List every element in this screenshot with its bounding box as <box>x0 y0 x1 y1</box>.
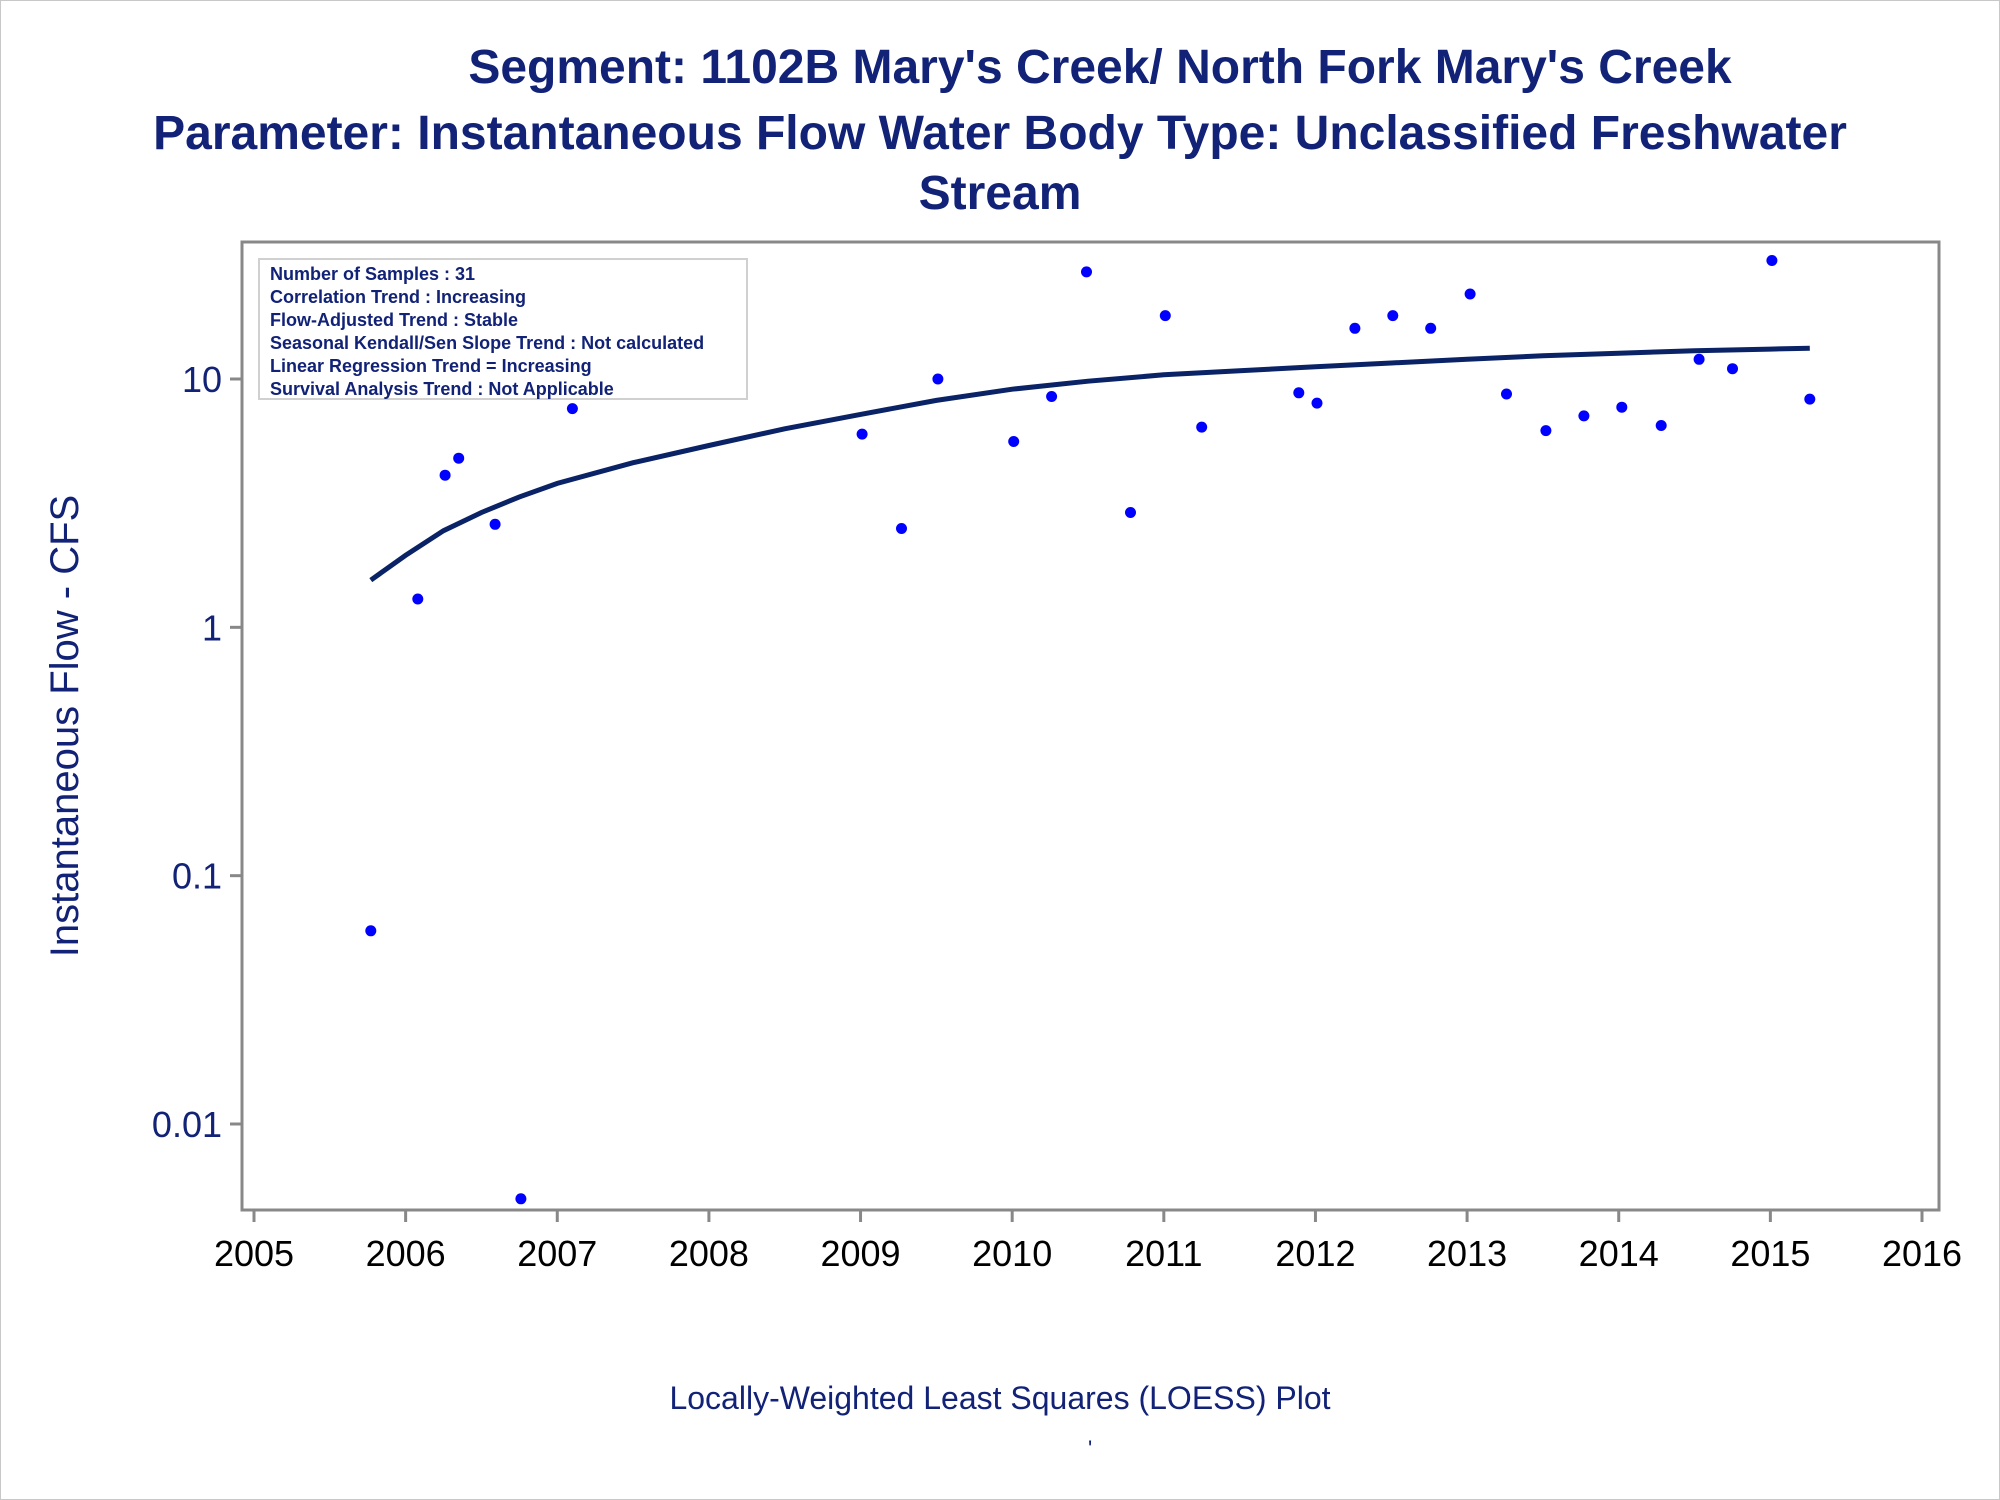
x-tick-label: 2012 <box>1275 1233 1355 1274</box>
data-point <box>1727 363 1738 375</box>
loess-curve <box>369 345 1810 583</box>
data-point <box>1464 288 1476 300</box>
data-point <box>1693 353 1705 365</box>
x-tick-label: 2008 <box>669 1233 749 1274</box>
data-point <box>1578 410 1590 422</box>
data-point <box>453 452 465 464</box>
y-tick-label: 0.01 <box>152 1104 222 1145</box>
footnote: Locally-Weighted Least Squares (LOESS) P… <box>669 1380 1331 1416</box>
data-points <box>365 255 1816 1205</box>
data-point <box>566 403 578 415</box>
data-point <box>1425 322 1437 334</box>
x-axis: 2005 2006 2007 2008 2009 2010 2011 2012 2013 2014… <box>214 1210 1962 1274</box>
chart-title: Segment: 1102B Mary's Creek/ North Fork … <box>468 41 1732 94</box>
data-point <box>365 925 377 937</box>
data-point <box>1387 310 1399 322</box>
data-point <box>1008 436 1020 447</box>
stats-line: Correlation Trend : Increasing <box>270 287 527 307</box>
data-point <box>1196 421 1208 433</box>
chart-subtitle-continued: Stream <box>918 167 1082 220</box>
y-tick-label: 10 <box>182 359 222 400</box>
data-point <box>1349 322 1361 334</box>
trend-summary-box: Number of Samples : 31 Correlation Trend… <box>258 258 748 400</box>
x-tick-label: 2010 <box>972 1233 1052 1274</box>
x-tick-label: 2009 <box>820 1233 900 1274</box>
data-point <box>1293 387 1305 399</box>
data-point <box>1655 420 1667 431</box>
data-point <box>1081 266 1092 278</box>
data-point <box>932 373 944 385</box>
x-tick-label: 2006 <box>366 1233 446 1274</box>
stats-line: Number of Samples : 31 <box>270 264 476 284</box>
x-tick-label: 2011 <box>1125 1233 1202 1274</box>
data-point <box>1501 388 1512 400</box>
data-point <box>439 469 451 481</box>
data-point <box>515 1193 527 1205</box>
data-point <box>412 593 424 605</box>
data-point <box>1046 391 1058 402</box>
x-tick-label: 2015 <box>1730 1233 1810 1274</box>
data-point <box>1540 425 1552 437</box>
data-point <box>1159 310 1171 322</box>
x-tick-label: 2016 <box>1882 1233 1962 1274</box>
x-tick-label: 2013 <box>1427 1233 1507 1274</box>
y-tick-label: 0.1 <box>172 856 222 897</box>
y-axis-label: Instantaneous Flow - CFS <box>43 495 87 957</box>
y-axis: 0.01 0.1 1 10 <box>152 359 242 1145</box>
data-point <box>489 518 501 530</box>
x-tick-label: 2005 <box>214 1233 294 1274</box>
stats-line: Flow-Adjusted Trend : Stable <box>270 310 519 330</box>
plot-area <box>240 240 1941 1212</box>
data-point <box>856 428 868 440</box>
chart-subtitle: Parameter: Instantaneous Flow Water Body… <box>153 107 1847 160</box>
y-tick-label: 1 <box>202 607 222 648</box>
stats-line: Linear Regression Trend = Increasing <box>270 356 592 376</box>
data-point <box>1804 393 1816 405</box>
x-tick-label: 2014 <box>1579 1233 1659 1274</box>
footnote-mark: ' <box>1088 1436 1093 1461</box>
data-point <box>1616 401 1628 413</box>
x-tick-label: 2007 <box>517 1233 597 1274</box>
stats-line: Seasonal Kendall/Sen Slope Trend : Not c… <box>270 333 705 353</box>
data-point <box>1311 397 1323 409</box>
data-point <box>896 523 907 534</box>
data-point <box>1125 507 1136 518</box>
stats-line: Survival Analysis Trend : Not Applicable <box>270 379 614 399</box>
data-point <box>1766 255 1778 266</box>
